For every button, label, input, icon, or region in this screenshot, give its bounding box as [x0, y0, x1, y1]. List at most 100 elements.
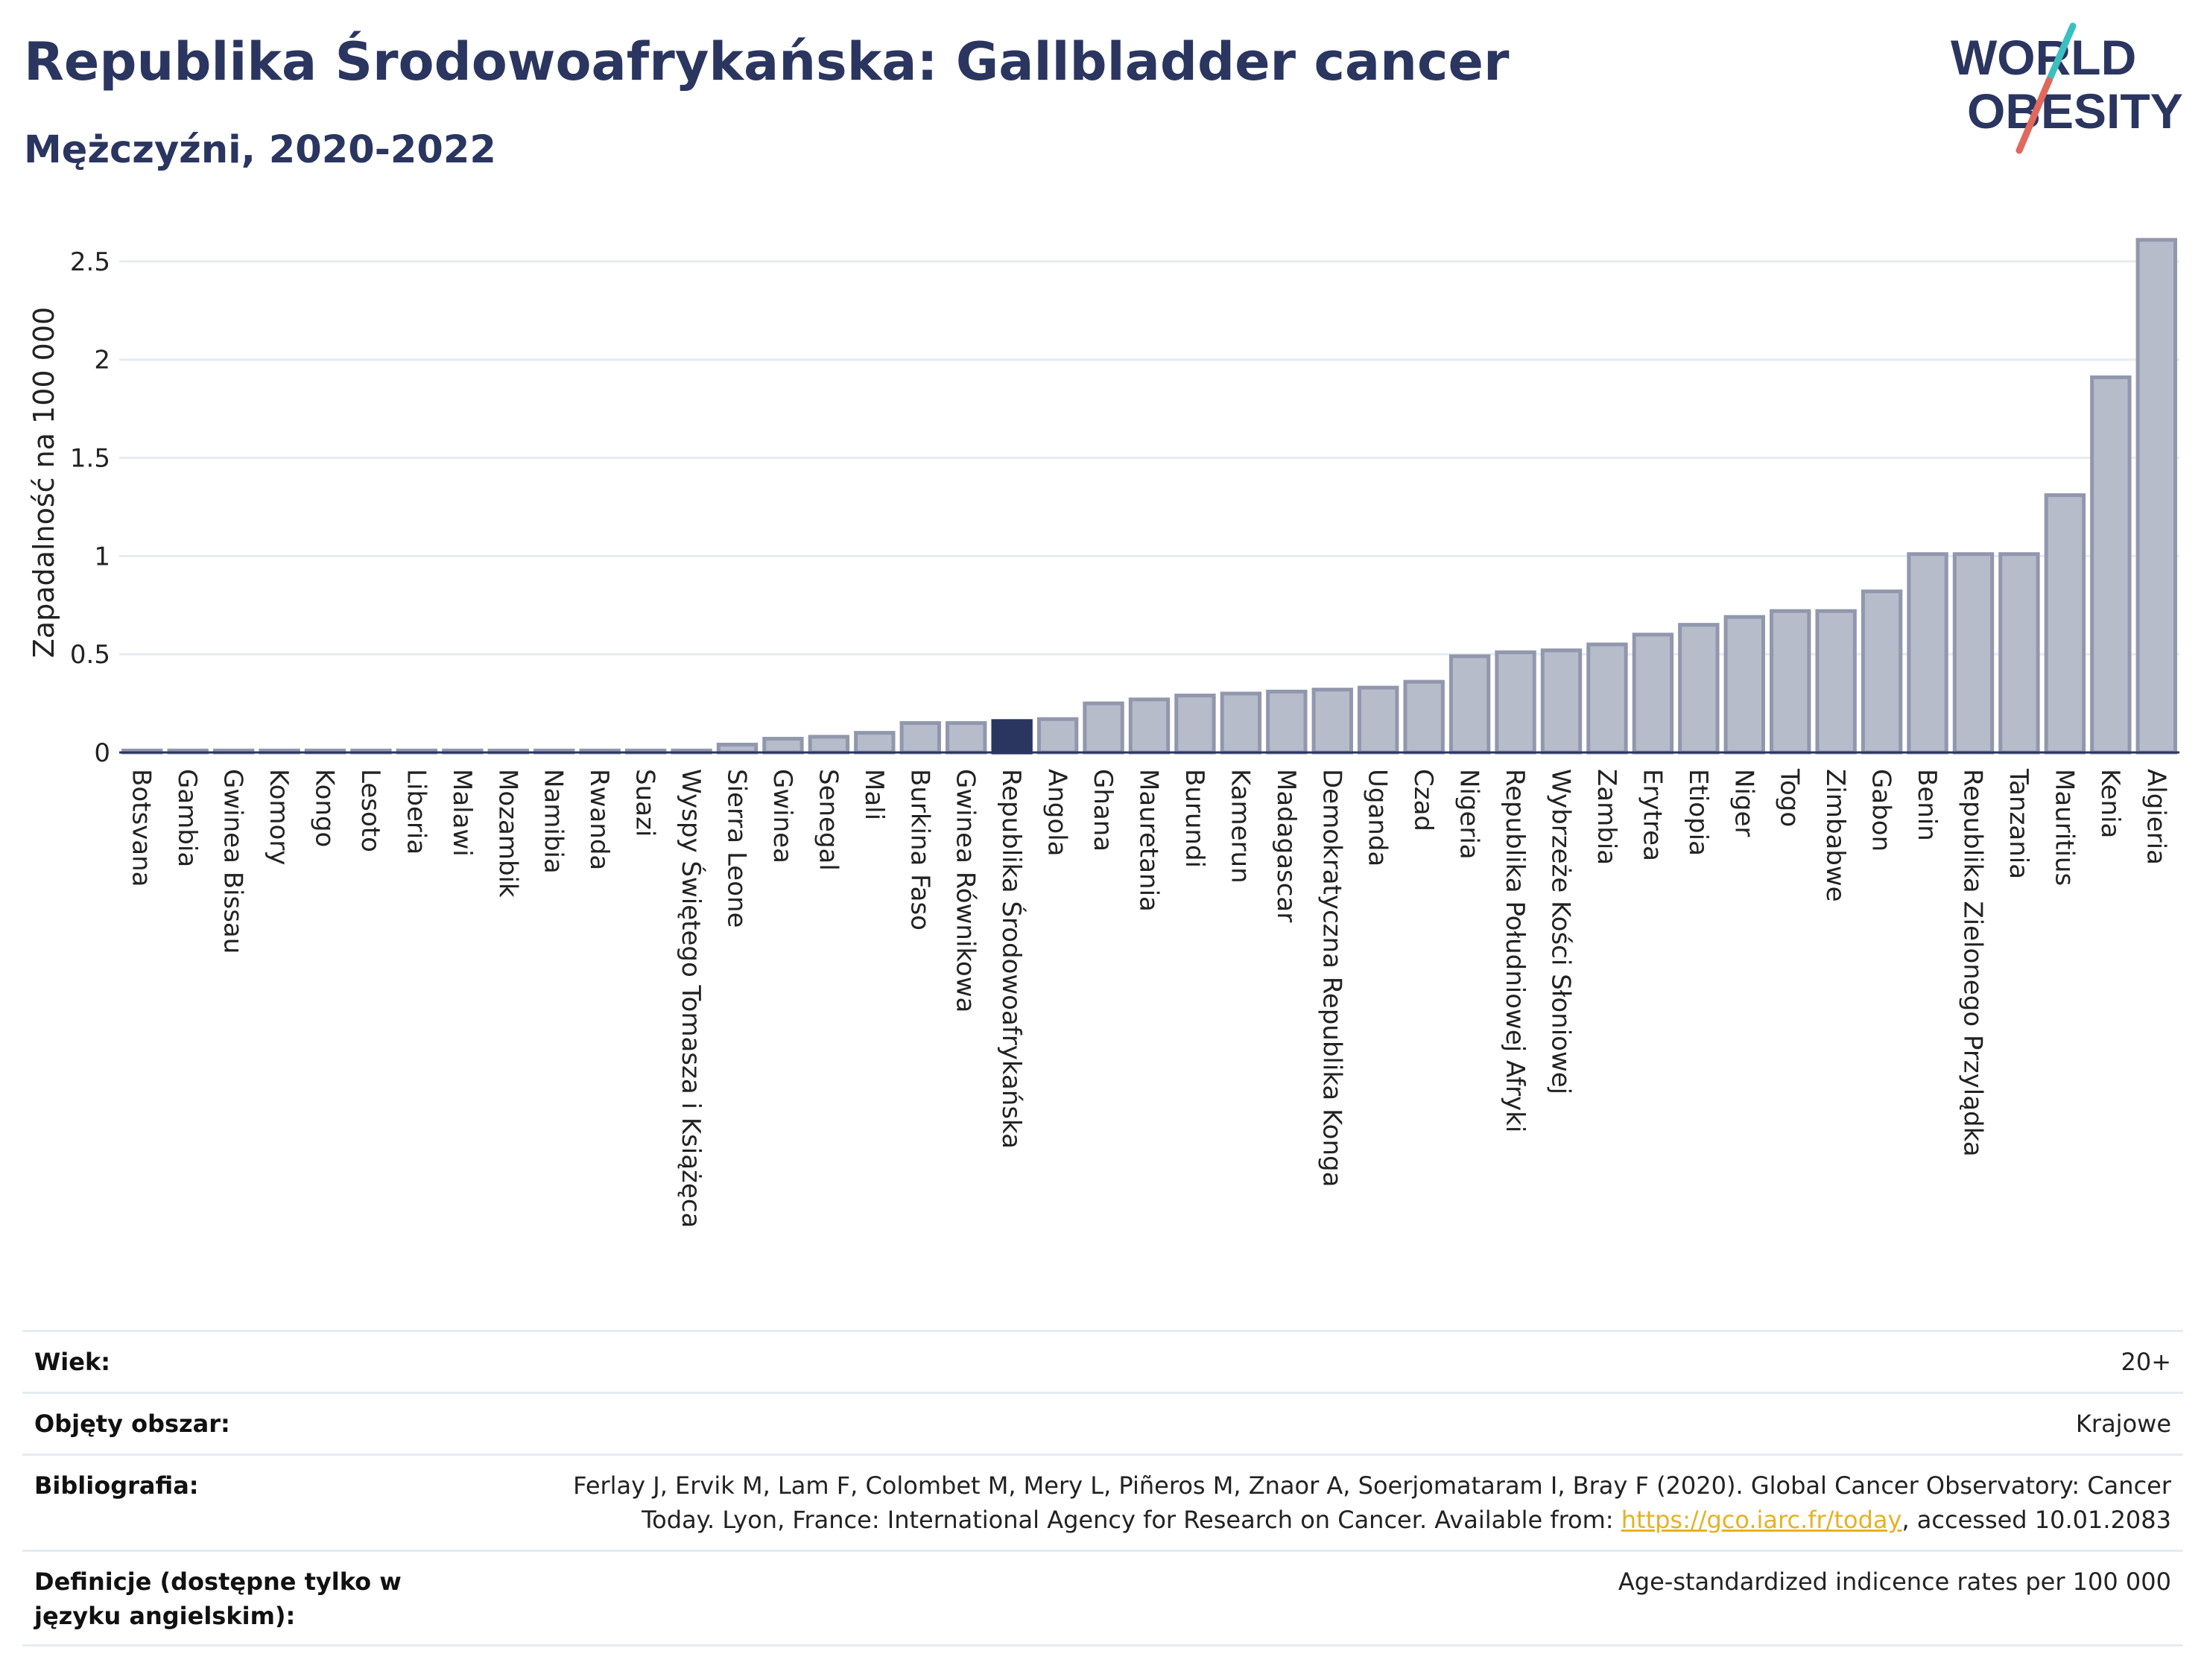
bar[interactable]	[1220, 691, 1262, 755]
bar[interactable]	[1770, 609, 1811, 755]
info-label-age: Wiek:	[34, 1348, 111, 1376]
info-value-age: 20+	[2121, 1348, 2171, 1376]
x-tick-label: Republika Środowoafrykańska	[996, 769, 1027, 1149]
x-tick-label: Kongo	[310, 769, 340, 847]
x-tick-label: Lesoto	[355, 769, 385, 852]
x-tick-label: Mozambik	[493, 769, 522, 898]
x-tick-label: Togo	[1775, 768, 1805, 827]
bar[interactable]	[1815, 609, 1857, 755]
x-tick-label: Etiopia	[1683, 769, 1713, 856]
bar[interactable]	[1998, 552, 2040, 755]
bar[interactable]	[2090, 375, 2132, 755]
x-tick-label: Malawi	[447, 769, 477, 857]
bar[interactable]	[1952, 552, 1995, 755]
info-label-area: Objęty obszar:	[34, 1410, 230, 1438]
x-tick-label: Wyspy Świętego Tomasza i Książęca	[676, 769, 706, 1228]
info-value-definitions: Age-standardized indicence rates per 100…	[1618, 1568, 2171, 1596]
x-tick-label: Mauritius	[2049, 769, 2079, 886]
bar[interactable]	[1311, 688, 1353, 755]
bar[interactable]	[1174, 694, 1216, 755]
info-label-bibliography: Bibliografia:	[34, 1471, 199, 1500]
info-row-definitions: Definicje (dostępne tylko w języku angie…	[22, 1550, 2183, 1646]
logo-line-1: WORLD	[1951, 30, 2136, 85]
world-obesity-logo: WORLD OBESITY	[1951, 22, 2183, 154]
bar[interactable]	[1358, 685, 1399, 755]
bar[interactable]	[991, 719, 1033, 755]
x-tick-label: Uganda	[1363, 769, 1393, 866]
bibliography-accessed: , accessed 10.01.2083	[1901, 1506, 2171, 1534]
logo-slash-teal	[2045, 22, 2077, 84]
x-tick-label: Namibia	[539, 769, 569, 874]
info-row-area: Objęty obszar: Krajowe	[22, 1392, 2183, 1454]
bar[interactable]	[1083, 701, 1124, 755]
x-tick-label: Komory	[264, 769, 294, 865]
bar[interactable]	[1036, 717, 1079, 755]
bar[interactable]	[1907, 552, 1948, 755]
bar[interactable]	[854, 731, 896, 755]
bibliography-text: Ferlay J, Ervik M, Lam F, Colombet M, Me…	[573, 1471, 2171, 1534]
x-tick-label: Burkina Faso	[905, 769, 934, 931]
bar[interactable]	[2044, 493, 2086, 755]
x-tick-label: Gabon	[1866, 769, 1896, 852]
x-tick-label: Senegal	[813, 769, 843, 871]
bar[interactable]	[899, 720, 941, 755]
x-tick-label: Botsvana	[127, 769, 156, 887]
info-table: Wiek: 20+ Objęty obszar: Krajowe Bibliog…	[22, 1330, 2183, 1646]
x-tick-label: Mauretania	[1134, 769, 1164, 912]
logo-line-2: OBESITY	[1967, 83, 2183, 139]
x-tick-label: Rwanda	[584, 769, 614, 870]
bar[interactable]	[762, 737, 804, 755]
bar[interactable]	[1495, 650, 1536, 755]
y-tick-label: 1	[94, 542, 110, 571]
logo-slash-red	[2015, 77, 2053, 154]
info-label-definitions: Definicje (dostępne tylko w języku angie…	[34, 1568, 402, 1630]
bar[interactable]	[1448, 654, 1491, 755]
x-tick-label: Gwinea	[767, 769, 797, 863]
bar[interactable]	[1266, 689, 1308, 755]
x-tick-label: Wybrzeże Kości Słoniowej	[1546, 769, 1576, 1094]
x-tick-label: Zambia	[1592, 769, 1621, 865]
bar[interactable]	[808, 735, 850, 755]
x-tick-label: Niger	[1729, 769, 1758, 837]
info-row-bibliography: Bibliografia: Ferlay J, Ervik M, Lam F, …	[22, 1454, 2183, 1550]
x-tick-label: Gwinea Równikowa	[951, 769, 981, 1012]
source-link[interactable]: https://gco.iarc.fr/today	[1621, 1506, 1902, 1534]
x-tick-label: Sierra Leone	[722, 769, 752, 928]
info-row-age: Wiek: 20+	[22, 1330, 2183, 1392]
page-subtitle: Mężczyźni, 2020-2022	[24, 128, 496, 172]
y-tick-label: 0	[94, 738, 110, 768]
y-tick-label: 2	[94, 346, 110, 375]
x-tick-label: Algieria	[2141, 769, 2170, 865]
bar[interactable]	[1403, 679, 1445, 755]
bar[interactable]	[1540, 648, 1583, 755]
x-tick-label: Erytrea	[1637, 769, 1667, 861]
bar[interactable]	[1128, 697, 1171, 755]
x-tick-label: Republika Zielonego Przylądka	[1958, 769, 1988, 1157]
x-tick-label: Madagascar	[1271, 769, 1301, 922]
bar[interactable]	[946, 720, 987, 755]
bar[interactable]	[1723, 615, 1765, 755]
bar[interactable]	[2135, 238, 2177, 755]
page-title: Republika Środowoafrykańska: Gallbladder…	[24, 31, 1510, 92]
x-tick-label: Republika Południowej Afryki	[1500, 769, 1530, 1132]
x-tick-label: Tanzania	[2004, 768, 2033, 879]
y-tick-label: 1.5	[70, 444, 110, 474]
x-tick-label: Kenia	[2095, 769, 2125, 838]
x-tick-label: Liberia	[401, 769, 431, 855]
x-tick-label: Burundi	[1179, 769, 1209, 868]
x-tick-label: Gwinea Bissau	[218, 769, 248, 954]
x-tick-label: Demokratyczna Republika Konga	[1317, 769, 1346, 1187]
bar-chart: 0 0.5 1 1.5 2 2.5 Zapadalność na 100 000 Botsva…	[28, 238, 2179, 1228]
bar[interactable]	[1861, 589, 1903, 755]
x-tick-label: Ghana	[1088, 769, 1118, 852]
x-tick-label: Angola	[1042, 769, 1072, 856]
x-tick-label: Czad	[1408, 769, 1438, 831]
info-value-bibliography: Ferlay J, Ervik M, Lam F, Colombet M, Me…	[532, 1468, 2171, 1537]
bar[interactable]	[1586, 642, 1628, 755]
bar[interactable]	[716, 742, 759, 755]
y-tick-label: 0.5	[70, 640, 110, 670]
bar[interactable]	[1632, 633, 1674, 755]
x-tick-label: Nigeria	[1454, 769, 1484, 860]
bar[interactable]	[1678, 623, 1720, 755]
x-tick-label: Benin	[1912, 769, 1942, 841]
